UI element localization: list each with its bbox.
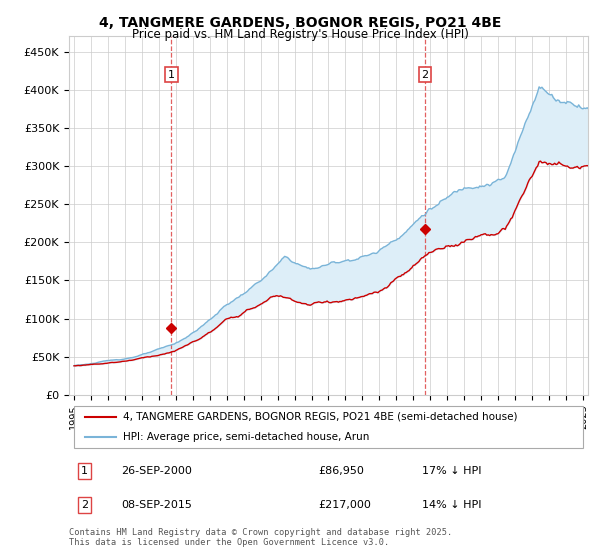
- Text: 26-SEP-2000: 26-SEP-2000: [121, 466, 192, 476]
- Text: 1: 1: [81, 466, 88, 476]
- Text: 14% ↓ HPI: 14% ↓ HPI: [422, 500, 481, 510]
- Text: HPI: Average price, semi-detached house, Arun: HPI: Average price, semi-detached house,…: [124, 432, 370, 442]
- Text: £86,950: £86,950: [318, 466, 364, 476]
- Text: 2: 2: [81, 500, 88, 510]
- Text: Price paid vs. HM Land Registry's House Price Index (HPI): Price paid vs. HM Land Registry's House …: [131, 28, 469, 41]
- Text: 1: 1: [168, 69, 175, 80]
- FancyBboxPatch shape: [74, 405, 583, 449]
- Text: Contains HM Land Registry data © Crown copyright and database right 2025.
This d: Contains HM Land Registry data © Crown c…: [69, 528, 452, 547]
- Text: 17% ↓ HPI: 17% ↓ HPI: [422, 466, 481, 476]
- Text: £217,000: £217,000: [318, 500, 371, 510]
- Text: 08-SEP-2015: 08-SEP-2015: [121, 500, 192, 510]
- Text: 4, TANGMERE GARDENS, BOGNOR REGIS, PO21 4BE: 4, TANGMERE GARDENS, BOGNOR REGIS, PO21 …: [99, 16, 501, 30]
- Text: 2: 2: [421, 69, 428, 80]
- Text: 4, TANGMERE GARDENS, BOGNOR REGIS, PO21 4BE (semi-detached house): 4, TANGMERE GARDENS, BOGNOR REGIS, PO21 …: [124, 412, 518, 422]
